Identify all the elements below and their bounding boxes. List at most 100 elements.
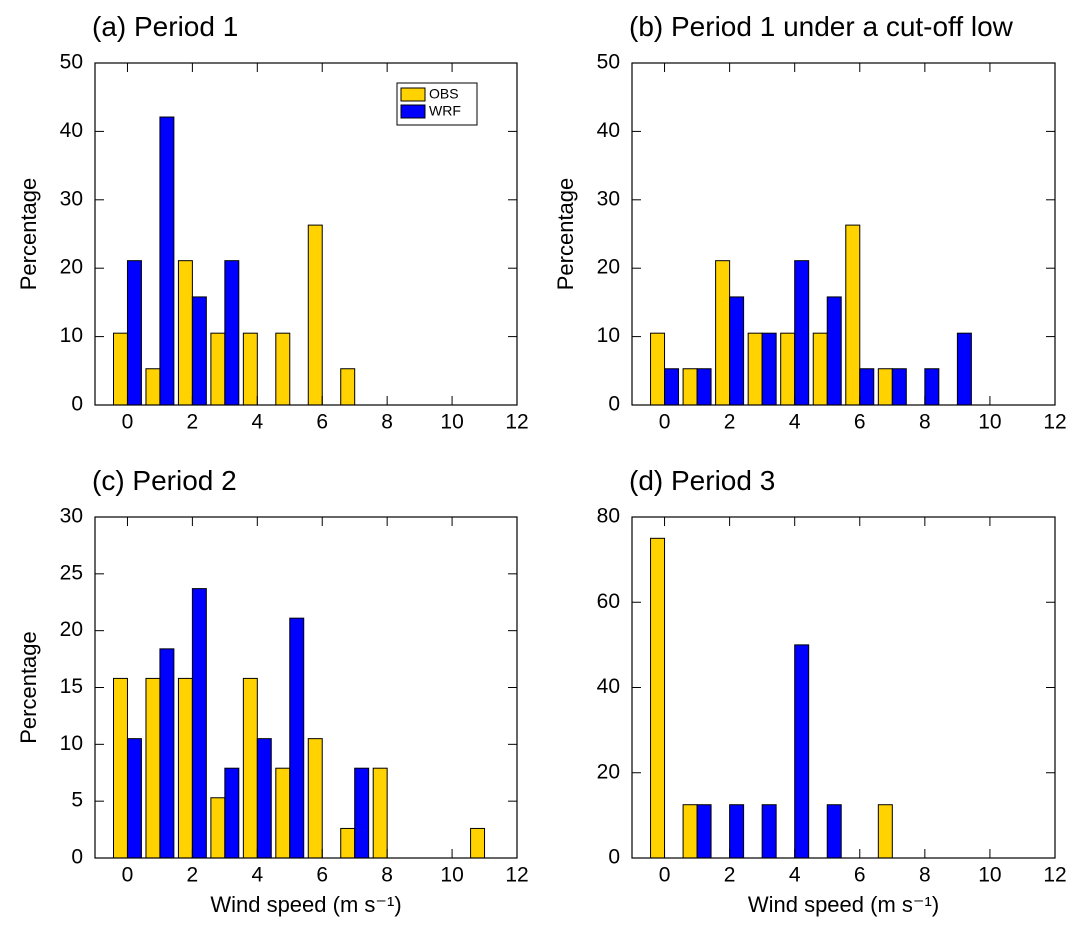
bar [224,260,240,406]
x-tick-label: 12 [1043,411,1066,434]
bar [859,368,875,406]
panel-title: (c) Period 2 [92,465,237,496]
bar [177,677,193,859]
bar [664,368,680,406]
panel: 0 2 4 6 8 10 12 0 5 10 15 20 25 30 (c) Period 2 Percent… [16,465,529,917]
bar [794,644,810,859]
bar [289,617,305,859]
bar [159,648,175,859]
legend-swatch [400,104,426,119]
y-tick-label: 40 [597,119,620,142]
bar [761,804,777,859]
y-tick-label: 20 [597,760,620,783]
bar [696,368,712,406]
y-tick-label: 80 [597,505,620,528]
bar [372,767,388,859]
bar [340,368,356,406]
bar [845,224,861,406]
bar [307,224,323,406]
x-tick-label: 8 [381,864,393,887]
x-tick-label: 8 [381,411,393,434]
bar [696,804,712,859]
plot-frame [94,62,518,406]
bar [682,368,698,406]
x-tick-label: 8 [919,411,931,434]
y-axis-label: Percentage [553,178,578,291]
x-tick-label: 2 [187,864,199,887]
y-tick-label: 0 [71,846,83,869]
bar [159,116,175,406]
panel: 0 2 4 6 8 10 12 0 10 20 30 40 50 (a) Period 1 Percenta… [16,11,529,434]
x-tick-label: 12 [505,864,528,887]
bar [191,588,207,859]
x-axis-label: Wind speed (m s⁻¹) [210,892,401,917]
bar [126,738,142,859]
plot-frame [631,62,1056,406]
x-tick-label: 10 [440,411,463,434]
y-tick-label: 60 [597,590,620,613]
y-tick-label: 30 [60,505,83,528]
y-tick-label: 0 [71,393,83,416]
x-tick-label: 12 [505,411,528,434]
bar [307,738,323,859]
bar [354,767,370,859]
x-tick-label: 10 [440,864,463,887]
x-tick-label: 4 [251,864,263,887]
bar [340,827,356,859]
bar [747,332,763,406]
x-tick-label: 6 [854,411,866,434]
y-tick-label: 15 [60,675,83,698]
x-tick-label: 10 [978,864,1001,887]
y-tick-label: 20 [60,618,83,641]
y-axis-label: Percentage [16,631,41,744]
y-tick-label: 40 [597,675,620,698]
bar [113,677,128,859]
y-tick-label: 5 [71,789,83,812]
legend-label: OBS [429,86,459,102]
y-tick-label: 50 [597,51,620,74]
bar [145,368,161,406]
y-tick-label: 10 [60,732,83,755]
panel-title: (d) Period 3 [629,465,775,496]
x-tick-label: 0 [659,411,671,434]
x-axis-label: Wind speed (m s⁻¹) [748,892,939,917]
x-tick-label: 6 [316,411,328,434]
y-tick-label: 20 [60,256,83,279]
bar [826,804,842,859]
y-tick-label: 10 [60,324,83,347]
bar [794,260,810,406]
y-tick-label: 0 [608,393,620,416]
bar [242,332,258,406]
bar [275,332,291,406]
y-tick-label: 40 [60,119,83,142]
bar [256,738,272,859]
y-tick-label: 10 [597,324,620,347]
x-tick-label: 6 [316,864,328,887]
y-tick-label: 30 [597,187,620,210]
bar [224,767,240,859]
bar [924,368,940,406]
bar [956,332,972,406]
bar [145,677,161,859]
bar [826,296,842,406]
bar [650,537,666,859]
bar [891,368,907,406]
x-tick-label: 4 [789,864,801,887]
y-tick-label: 25 [60,561,83,584]
y-tick-label: 50 [60,51,83,74]
bar [877,368,893,406]
bar [470,827,486,859]
y-tick-label: 20 [597,256,620,279]
y-tick-label: 0 [608,846,620,869]
bar [761,332,777,406]
x-tick-label: 0 [122,411,134,434]
legend-label: WRF [429,103,461,119]
bar [650,332,666,406]
bar [715,260,731,406]
panel-title: (a) Period 1 [92,11,238,42]
bar [877,804,893,859]
bar [113,332,128,406]
bar [210,797,226,859]
